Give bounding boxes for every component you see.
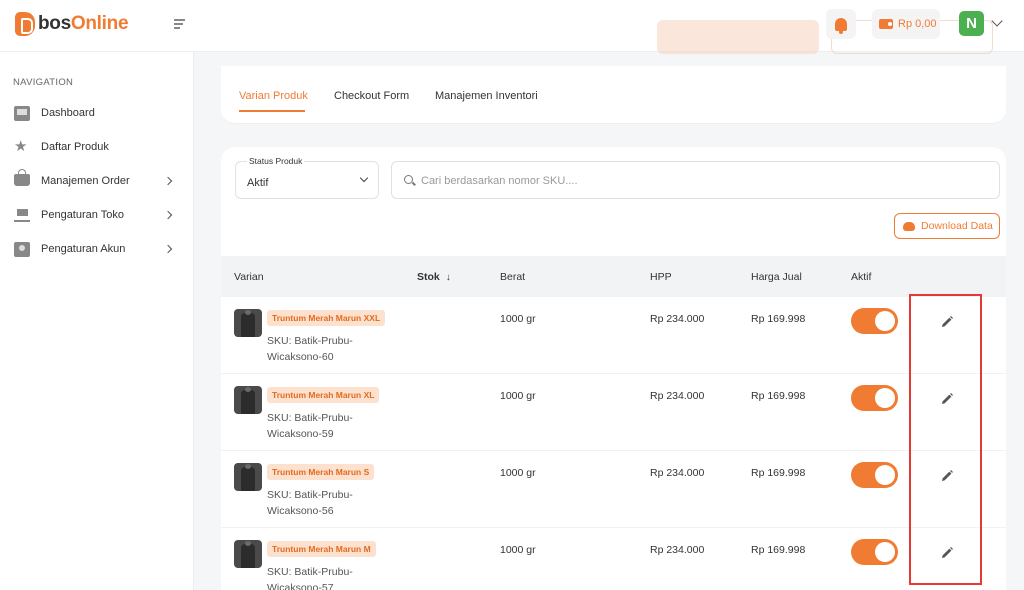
chevron-right-icon [163,176,173,186]
status-select-value: Aktif [247,177,269,189]
column-header-stok[interactable]: Stok ↓ [417,271,451,283]
price-cell: Rp 169.998 [751,544,806,556]
variant-table-card: Status Produk Aktif Download Data Varian… [221,147,1006,590]
tab-checkout-form[interactable]: Checkout Form [334,90,410,102]
edit-pencil-icon[interactable] [940,469,954,483]
price-cell: Rp 169.998 [751,390,806,402]
active-toggle[interactable] [851,385,898,411]
logo-mark-icon [15,12,35,36]
bosonline-logo[interactable]: bosOnline [15,12,129,36]
balance-amount: Rp 0,00 [898,18,937,30]
edit-pencil-icon[interactable] [940,315,954,329]
column-header-aktif: Aktif [851,271,872,283]
sku-text: SKU: Batik-Prubu-Wicaksono-57 [267,566,353,590]
notification-button[interactable] [826,9,856,39]
weight-cell: 1000 gr [500,313,536,325]
variant-badge: Truntum Merah Marun M [267,541,376,557]
sku-text: SKU: Batik-Prubu-Wicaksono-59 [267,412,353,440]
hpp-cell: Rp 234.000 [650,467,705,479]
table-row: Truntum Merah Marun S SKU: Batik-Prubu-W… [221,451,1006,528]
chevron-down-icon [359,173,369,183]
column-header-harga-jual: Harga Jual [751,271,802,283]
wallet-balance[interactable]: Rp 0,00 [872,9,940,39]
sidebar-item-label: Pengaturan Akun [41,243,126,255]
sidebar: NAVIGATION Dashboard ★ Daftar Produk Man… [0,52,194,590]
hpp-cell: Rp 234.000 [650,313,705,325]
table-row: Truntum Merah Marun XL SKU: Batik-Prubu-… [221,374,1006,451]
search-input[interactable] [421,171,981,191]
header-primary-button[interactable] [657,20,819,54]
product-thumbnail [234,540,262,568]
active-toggle[interactable] [851,539,898,565]
column-header-varian: Varian [234,271,264,283]
table-header: Varian Stok ↓ Berat HPP Harga Jual Aktif [221,256,1006,297]
edit-pencil-icon[interactable] [940,392,954,406]
active-toggle[interactable] [851,308,898,334]
chevron-right-icon [163,210,173,220]
active-tab-indicator [239,110,305,112]
download-label: Download Data [921,220,993,232]
weight-cell: 1000 gr [500,390,536,402]
sidebar-item-label: Dashboard [41,107,95,119]
variant-badge: Truntum Merah Marun S [267,464,375,480]
sku-text: SKU: Batik-Prubu-Wicaksono-56 [267,489,353,517]
status-select-label: Status Produk [247,156,305,166]
price-cell: Rp 169.998 [751,313,806,325]
chevron-down-icon[interactable] [991,15,1003,27]
tabs-card: Varian Produk Checkout Form Manajemen In… [221,66,1006,124]
weight-cell: 1000 gr [500,544,536,556]
top-header: bosOnline Rp 0,00 N [0,0,1024,54]
bell-icon [835,17,847,34]
search-icon [404,175,413,184]
edit-column-highlight [909,294,982,585]
table-row: Truntum Merah Marun XXL SKU: Batik-Prubu… [221,297,1006,374]
tab-manajemen-inventori[interactable]: Manajemen Inventori [435,90,538,102]
column-header-berat: Berat [500,271,526,283]
edit-pencil-icon[interactable] [940,546,954,560]
hpp-cell: Rp 234.000 [650,390,705,402]
dashboard-icon [14,106,30,121]
sidebar-item-label: Pengaturan Toko [41,209,124,221]
weight-cell: 1000 gr [500,467,536,479]
cart-icon [14,207,30,222]
column-header-stok-label: Stok [417,271,440,283]
sidebar-item-manajemen-order[interactable]: Manajemen Order [0,166,194,196]
nav-heading: NAVIGATION [13,77,74,88]
bag-icon [14,169,30,186]
column-header-hpp: HPP [650,271,672,283]
sort-arrow-icon[interactable]: ↓ [445,272,451,283]
chevron-right-icon [163,244,173,254]
sidebar-item-label: Manajemen Order [41,175,130,187]
variant-badge: Truntum Merah Marun XXL [267,310,386,326]
status-select[interactable]: Status Produk Aktif [235,156,379,199]
active-toggle[interactable] [851,462,898,488]
product-thumbnail [234,463,262,491]
menu-toggle-icon[interactable] [174,19,187,31]
wallet-icon [879,19,893,29]
logo-text: bosOnline [38,13,129,34]
sidebar-item-pengaturan-akun[interactable]: Pengaturan Akun [0,234,194,264]
table-row: Truntum Merah Marun M SKU: Batik-Prubu-W… [221,528,1006,590]
hpp-cell: Rp 234.000 [650,544,705,556]
price-cell: Rp 169.998 [751,467,806,479]
tab-varian-produk[interactable]: Varian Produk [239,90,308,102]
cloud-download-icon [903,221,915,231]
avatar[interactable]: N [959,11,984,36]
sidebar-item-label: Daftar Produk [41,141,109,153]
sidebar-item-dashboard[interactable]: Dashboard [0,98,194,128]
variant-badge: Truntum Merah Marun XL [267,387,380,403]
product-thumbnail [234,386,262,414]
search-box [391,161,1000,199]
sku-text: SKU: Batik-Prubu-Wicaksono-60 [267,335,353,363]
star-icon: ★ [14,138,28,155]
sidebar-item-pengaturan-toko[interactable]: Pengaturan Toko [0,200,194,230]
user-icon [14,242,30,257]
product-thumbnail [234,309,262,337]
sidebar-item-daftar-produk[interactable]: ★ Daftar Produk [0,132,194,162]
download-data-button[interactable]: Download Data [894,213,1000,239]
